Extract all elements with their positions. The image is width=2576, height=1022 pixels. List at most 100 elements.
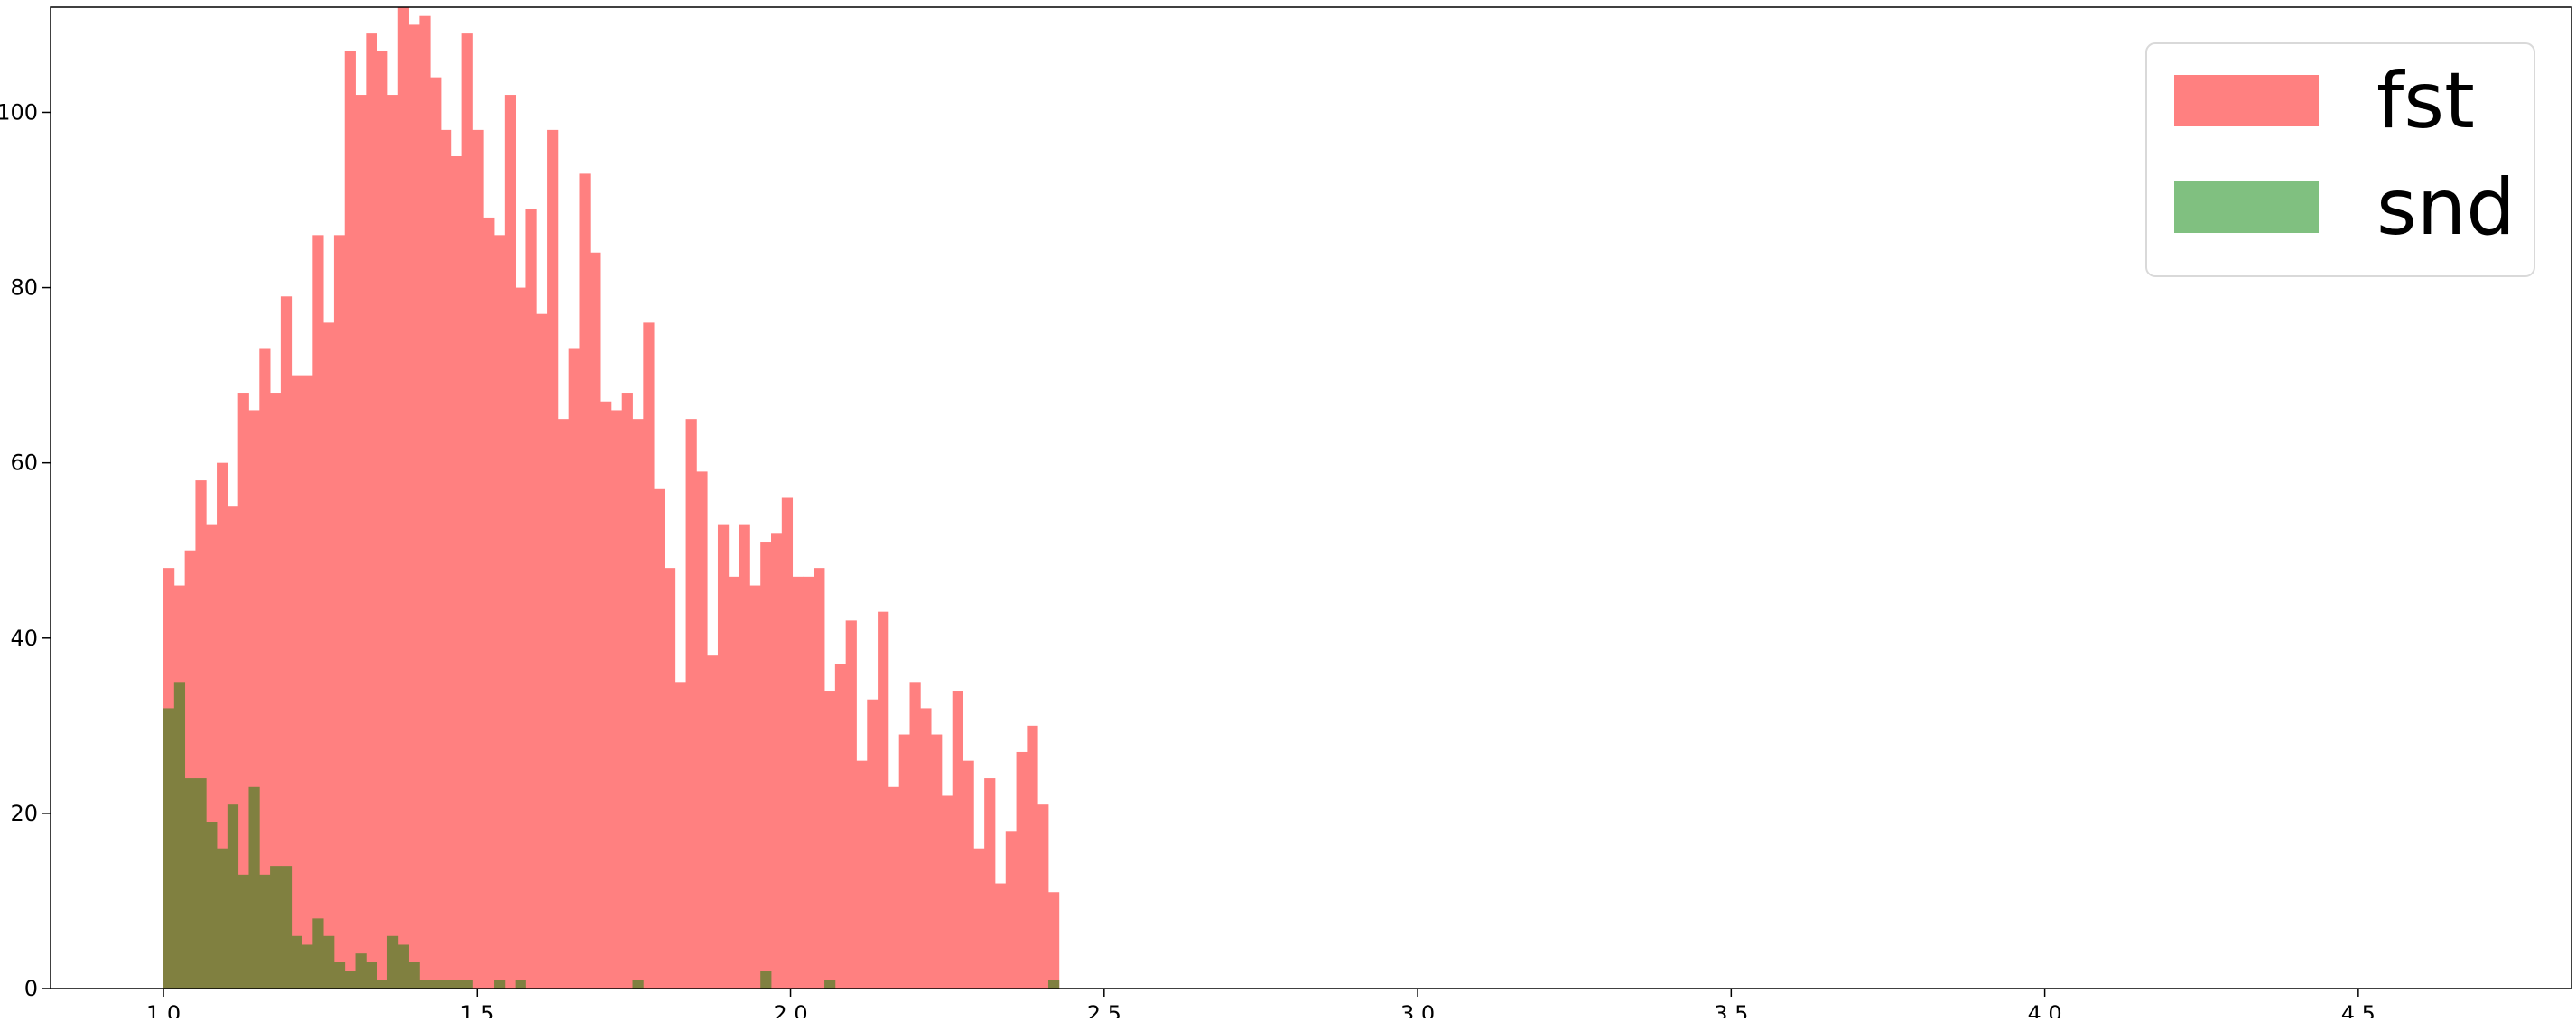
fst-bar [386,95,399,989]
snd-bar [344,971,356,989]
snd-bar [173,682,186,989]
snd-bar [441,980,452,989]
fst-bar [461,33,473,989]
snd-bar [206,822,218,989]
fst-bar [579,173,591,989]
snd-bar [217,848,228,989]
fst-bar [749,585,761,989]
fst-bar [867,699,879,989]
fst-bar [451,155,463,989]
fst-bar [984,778,996,989]
fst-bar [781,497,794,989]
fst-bar [920,708,932,989]
snd-bar [259,874,271,989]
fst-bar [504,95,516,989]
fst-bar [824,691,836,989]
snd-bar [1047,980,1060,989]
legend-swatch-snd [2174,181,2319,233]
fst-bar [941,795,953,989]
fst-bar [621,393,633,989]
snd-bar [291,935,302,989]
fst-bar [568,348,580,989]
y-tick-label: 80 [10,275,38,301]
fst-bar [931,734,943,989]
snd-bar [397,944,409,989]
snd-bar [461,980,473,989]
fst-bar [792,576,804,989]
fst-bar [771,533,783,989]
snd-bar [312,918,324,989]
fst-bar [878,611,889,989]
series-fst [163,7,1060,989]
snd-bar [163,708,175,989]
fst-bar [472,129,484,989]
series-snd [163,682,1060,989]
snd-bar [280,866,293,989]
snd-bar [408,962,420,989]
snd-bar [494,980,506,989]
snd-bar [760,971,772,989]
fst-bar [845,620,857,989]
y-tick-label: 20 [10,801,38,826]
fst-bar [888,786,900,989]
fst-bar [536,313,548,989]
snd-bar [227,804,239,989]
snd-bar [430,980,442,989]
fst-bar [547,129,559,989]
fst-bar [856,760,868,989]
fst-bar [397,7,409,989]
snd-bar [302,944,313,989]
fst-bar [419,15,431,989]
snd-bar [195,778,207,989]
y-tick-label: 60 [10,451,38,476]
y-tick-label: 40 [10,626,38,651]
legend-label-fst: fst [2376,56,2475,146]
fst-bar [494,235,506,989]
fst-bar [739,524,750,989]
legend: fst snd [2145,42,2535,277]
snd-bar [451,980,463,989]
fst-bar [270,393,282,989]
fst-bar [963,760,974,989]
fst-bar [898,734,910,989]
snd-bar [366,962,377,989]
fst-bar [632,419,644,989]
fst-bar [333,235,346,989]
fst-bar [610,410,623,989]
fst-bar [355,95,367,989]
fst-bar [909,682,921,989]
x-tick-label: 4.0 [2028,1001,2062,1018]
snd-bar [184,778,196,989]
fst-bar [600,401,612,989]
snd-bar [237,874,249,989]
snd-bar [270,866,282,989]
x-tick-label: 4.5 [2341,1001,2376,1018]
fst-bar [302,375,313,989]
x-tick-label: 1.5 [460,1001,494,1018]
snd-bar [323,935,335,989]
fst-bar [952,691,963,989]
fst-bar [344,51,356,989]
fst-bar [323,322,335,989]
fst-bar [312,235,324,989]
legend-label-snd: snd [2376,163,2516,253]
fst-bar [1047,892,1060,989]
fst-bar [408,24,420,989]
fst-bar [430,77,442,989]
fst-bar [664,568,676,989]
legend-swatch-fst [2174,75,2319,126]
fst-bar [643,322,655,989]
fst-bar [674,682,686,989]
fst-bar [707,655,719,989]
fst-bar [973,848,985,989]
fst-bar [366,33,377,989]
snd-bar [333,962,346,989]
snd-bar [419,980,431,989]
fst-bar [814,568,825,989]
x-tick-label: 2.0 [773,1001,807,1018]
x-tick-label: 3.5 [1714,1001,1748,1018]
fst-bar [237,393,249,989]
fst-bar [259,348,271,989]
